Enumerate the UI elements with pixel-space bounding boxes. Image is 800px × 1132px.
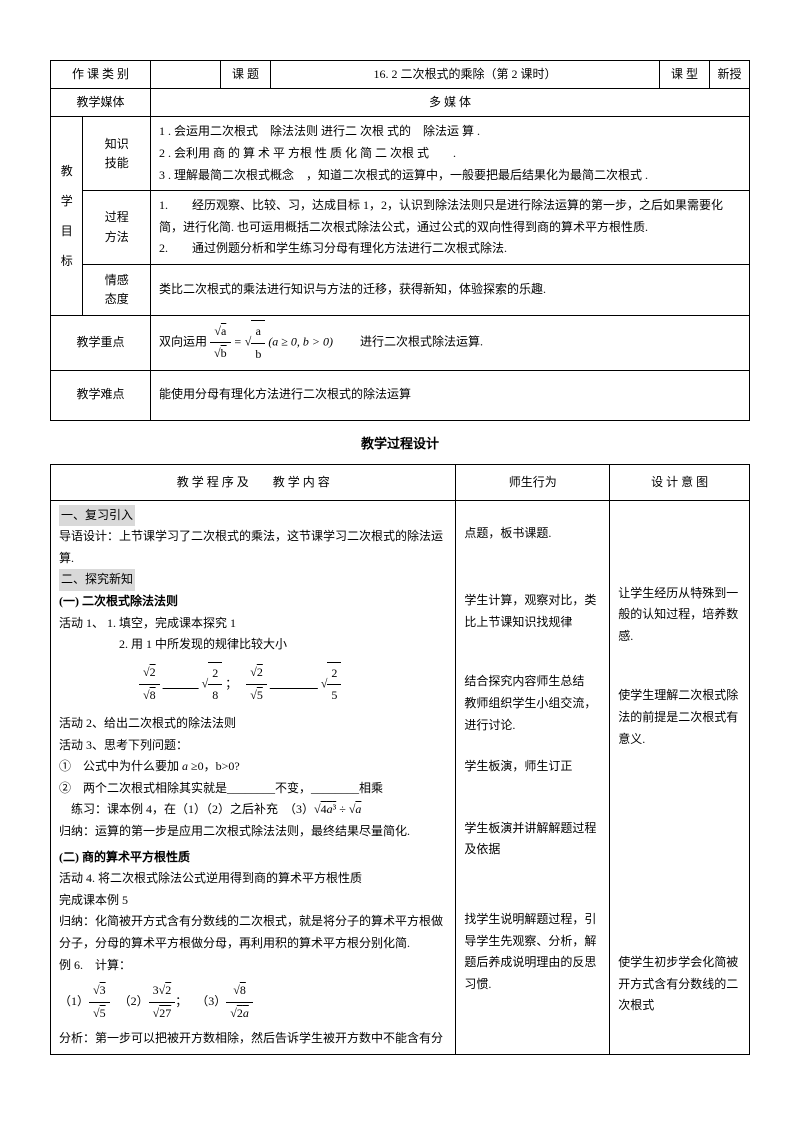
activity4: 活动 4. 将二次根式除法公式逆用得到商的算术平方根性质 — [59, 868, 447, 890]
emotion-content: 类比二次根式的乘法进行知识与方法的迁移，获得新知，体验探索的乐趣. — [151, 264, 750, 315]
teacher-student-behavior: 点题，板书课题. 学生计算，观察对比，类比上节课知识找规律 结合探究内容师生总结… — [456, 500, 610, 1054]
knowledge-label: 知识技能 — [83, 117, 151, 191]
process-design-table: 教 学 程 序 及 教 学 内 容 师生行为 设 计 意 图 一、复习引入 导语… — [50, 464, 750, 1055]
behavior2: 结合探究内容师生总结 — [464, 671, 601, 693]
focus-label: 教学重点 — [51, 316, 151, 370]
col3-header: 设 计 意 图 — [610, 464, 750, 500]
process-content: 1. 经历观察、比较、习，达成目标 1，2，认识到除法法则只是进行除法运算的第一… — [151, 191, 750, 265]
lesson-type-label: 作 课 类 别 — [51, 61, 151, 89]
equals: = — [234, 335, 245, 349]
knowledge-line2: 2 . 会利用 商 的 算 术 平 方根 性 质 化 简 二 次根 式 . — [159, 143, 741, 165]
process-design-title: 教学过程设计 — [50, 421, 750, 464]
teaching-content: 一、复习引入 导语设计：上节课学习了二次根式的乘法，这节课学习二次根式的除法运算… — [51, 500, 456, 1054]
activity1: 活动 1、 1. 填空，完成课本探究 1 — [59, 613, 447, 635]
intent1: 让学生经历从特殊到一般的认知过程，培养数感. — [618, 583, 741, 648]
col2-header: 师生行为 — [456, 464, 610, 500]
activity3: 活动 3、思考下列问题： — [59, 735, 447, 757]
question1: ① 公式中为什么要加 a ≥0，b>0? — [59, 756, 447, 778]
example6-formulas: （1）√3√5 （2）3√2√27； （3）√8√2a — [59, 976, 447, 1028]
goals-main-label: 教学目标 — [51, 117, 83, 316]
sub2-title: (二) 商的算术平方根性质 — [59, 847, 447, 869]
behavior1: 学生计算，观察对比，类比上节课知识找规律 — [464, 590, 601, 633]
example6: 例 6. 计算： — [59, 955, 447, 977]
section1-title: 一、复习引入 — [59, 505, 135, 527]
topic-title: 16. 2 二次根式的乘除（第 2 课时） — [271, 61, 660, 89]
behavior4: 学生板演，师生订正 — [464, 756, 601, 778]
process-line1: 1. 经历观察、比较、习，达成目标 1，2，认识到除法法则只是进行除法运算的第一… — [159, 195, 741, 238]
section2-title: 二、探究新知 — [59, 569, 135, 591]
formula-compare: √2√8 √28 ； √2√5 √25 — [59, 656, 447, 713]
behavior6: 找学生说明解题过程，引导学生先观察、分析，解题后养成说明理由的反思习惯. — [464, 909, 601, 995]
activity1-2: 2. 用 1 中所发现的规律比较大小 — [59, 634, 447, 656]
media-value: 多 媒 体 — [151, 89, 750, 117]
class-type-value: 新授 — [710, 61, 750, 89]
activity2: 活动 2、给出二次根式的除法法则 — [59, 713, 447, 735]
focus-condition: (a ≥ 0, b > 0) — [268, 335, 333, 349]
analysis: 分析：第一步可以把被开方数相除，然后告诉学生被开方数中不能含有分 — [59, 1028, 447, 1050]
intent2: 使学生理解二次根式除法的前提是二次根式有意义. — [618, 685, 741, 750]
media-label: 教学媒体 — [51, 89, 151, 117]
col1-header: 教 学 程 序 及 教 学 内 容 — [51, 464, 456, 500]
behavior-intro: 点题，板书课题. — [464, 523, 601, 545]
summary1: 归纳：运算的第一步是应用二次根式除法法则，最终结果尽量简化. — [59, 821, 447, 843]
design-intent: 让学生经历从特殊到一般的认知过程，培养数感. 使学生理解二次根式除法的前提是二次… — [610, 500, 750, 1054]
behavior5: 学生板演并讲解解题过程及依据 — [464, 818, 601, 861]
practice: 练习：课本例 4，在（1）（2）之后补充 （3）√4a³ ÷ √a — [59, 799, 447, 821]
summary2: 归纳：化简被开方式含有分数线的二次根式，就是将分子的算术平方根做分子，分母的算术… — [59, 911, 447, 954]
behavior3: 教师组织学生小组交流，进行讨论. — [464, 693, 601, 736]
focus-prefix: 双向运用 — [159, 335, 207, 349]
knowledge-content: 1 . 会运用二次根式 除法法则 进行二 次根 式的 除法运 算 . 2 . 会… — [151, 117, 750, 191]
focus-suffix: 进行二次根式除法运算. — [360, 335, 483, 349]
sub1-title: (一) 二次根式除法法则 — [59, 591, 447, 613]
knowledge-line1: 1 . 会运用二次根式 除法法则 进行二 次根 式的 除法运 算 . — [159, 121, 741, 143]
process-line2: 2. 通过例题分析和学生练习分母有理化方法进行二次根式除法. — [159, 238, 741, 260]
class-type-label: 课 型 — [660, 61, 710, 89]
lesson-header-table: 作 课 类 别 课 题 16. 2 二次根式的乘除（第 2 课时） 课 型 新授… — [50, 60, 750, 421]
process-label: 过程方法 — [83, 191, 151, 265]
focus-formula-right: √ — [245, 335, 252, 349]
complete-ex5: 完成课本例 5 — [59, 890, 447, 912]
question2: ② 两个二次根式相除其实就是________不变，________相乘 — [59, 778, 447, 800]
topic-label: 课 题 — [221, 61, 271, 89]
focus-content: 双向运用 √a √b = √ab (a ≥ 0, b > 0) 进行二次根式除法… — [151, 316, 750, 370]
focus-formula-left: √a √b — [210, 321, 231, 365]
intent3: 使学生初步学会化简被开方式含有分数线的二次根式 — [618, 952, 741, 1017]
knowledge-line3: 3 . 理解最简二次根式概念 ，知道二次根式的运算中，一般要把最后结果化为最简二… — [159, 165, 741, 187]
empty-cell — [151, 61, 221, 89]
emotion-label: 情感态度 — [83, 264, 151, 315]
section1-text: 导语设计：上节课学习了二次根式的乘法，这节课学习二次根式的除法运算. — [59, 526, 447, 569]
difficulty-label: 教学难点 — [51, 370, 151, 420]
difficulty-content: 能使用分母有理化方法进行二次根式的除法运算 — [151, 370, 750, 420]
